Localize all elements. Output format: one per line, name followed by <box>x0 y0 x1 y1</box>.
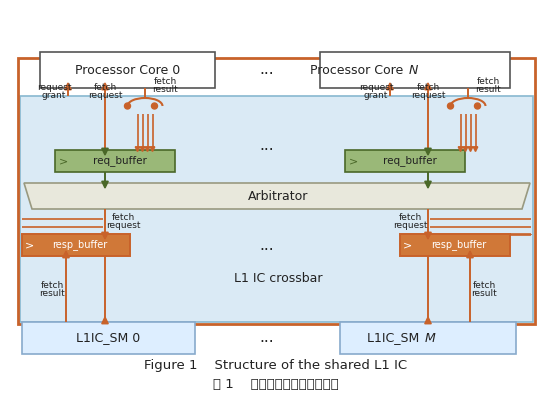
Text: fetch: fetch <box>40 280 64 290</box>
FancyBboxPatch shape <box>320 52 510 88</box>
Polygon shape <box>425 317 431 324</box>
Text: result: result <box>152 86 178 95</box>
Text: fetch: fetch <box>93 84 117 93</box>
Text: result: result <box>475 86 501 95</box>
FancyBboxPatch shape <box>40 52 215 88</box>
Text: request: request <box>36 84 71 93</box>
Polygon shape <box>468 147 473 152</box>
Text: Processor Core: Processor Core <box>310 63 407 76</box>
Text: request: request <box>359 84 393 93</box>
Polygon shape <box>473 147 478 152</box>
Text: L1 IC crossbar: L1 IC crossbar <box>234 273 322 286</box>
Text: ...: ... <box>260 139 274 154</box>
Text: >: > <box>25 240 34 250</box>
FancyBboxPatch shape <box>55 150 175 172</box>
Polygon shape <box>425 83 431 90</box>
Text: grant: grant <box>42 91 66 101</box>
Text: ...: ... <box>260 330 274 345</box>
Text: Figure 1    Structure of the shared L1 IC: Figure 1 Structure of the shared L1 IC <box>144 360 408 372</box>
Polygon shape <box>62 251 69 258</box>
FancyBboxPatch shape <box>340 322 516 354</box>
Polygon shape <box>102 181 108 188</box>
Polygon shape <box>145 147 150 152</box>
Circle shape <box>447 103 453 109</box>
FancyBboxPatch shape <box>22 234 130 256</box>
Text: req_buffer: req_buffer <box>383 156 437 166</box>
Text: resp_buffer: resp_buffer <box>53 240 108 250</box>
Text: ...: ... <box>260 238 274 252</box>
Polygon shape <box>102 232 108 239</box>
Polygon shape <box>458 147 463 152</box>
Text: resp_buffer: resp_buffer <box>431 240 487 250</box>
Text: request: request <box>88 91 122 101</box>
Polygon shape <box>463 147 468 152</box>
Circle shape <box>124 103 131 109</box>
Text: result: result <box>39 288 65 297</box>
Polygon shape <box>24 183 530 209</box>
Text: >: > <box>403 240 412 250</box>
Polygon shape <box>387 83 393 90</box>
Polygon shape <box>425 181 431 188</box>
Text: req_buffer: req_buffer <box>93 156 147 166</box>
Text: L1IC_SM 0: L1IC_SM 0 <box>76 332 140 345</box>
Text: >: > <box>349 156 358 166</box>
Text: Arbitrator: Arbitrator <box>248 189 308 202</box>
Text: grant: grant <box>364 91 388 101</box>
FancyBboxPatch shape <box>345 150 465 172</box>
Polygon shape <box>150 147 155 152</box>
FancyBboxPatch shape <box>22 322 195 354</box>
Polygon shape <box>102 317 108 324</box>
Text: N: N <box>409 63 419 76</box>
Text: result: result <box>471 288 497 297</box>
Text: 图 1    共享一级指令缓存的结构: 图 1 共享一级指令缓存的结构 <box>213 377 339 391</box>
Polygon shape <box>467 251 473 258</box>
Text: fetch: fetch <box>472 280 495 290</box>
Text: request: request <box>393 221 427 230</box>
Text: fetch: fetch <box>476 78 499 86</box>
Circle shape <box>474 103 481 109</box>
Text: M: M <box>425 332 436 345</box>
Polygon shape <box>140 147 145 152</box>
Text: fetch: fetch <box>398 213 421 222</box>
Text: fetch: fetch <box>416 84 440 93</box>
Polygon shape <box>425 232 431 239</box>
Polygon shape <box>102 83 108 90</box>
Text: fetch: fetch <box>111 213 134 222</box>
Text: ...: ... <box>260 63 274 78</box>
Text: Processor Core 0: Processor Core 0 <box>75 63 180 76</box>
Text: request: request <box>106 221 140 230</box>
Text: L1IC_SM: L1IC_SM <box>367 332 423 345</box>
Text: request: request <box>411 91 445 101</box>
Text: >: > <box>59 156 68 166</box>
Polygon shape <box>425 148 431 155</box>
Text: fetch: fetch <box>153 78 176 86</box>
Polygon shape <box>65 83 71 90</box>
Circle shape <box>152 103 158 109</box>
Polygon shape <box>135 147 140 152</box>
Polygon shape <box>102 148 108 155</box>
FancyBboxPatch shape <box>20 96 533 322</box>
FancyBboxPatch shape <box>400 234 510 256</box>
